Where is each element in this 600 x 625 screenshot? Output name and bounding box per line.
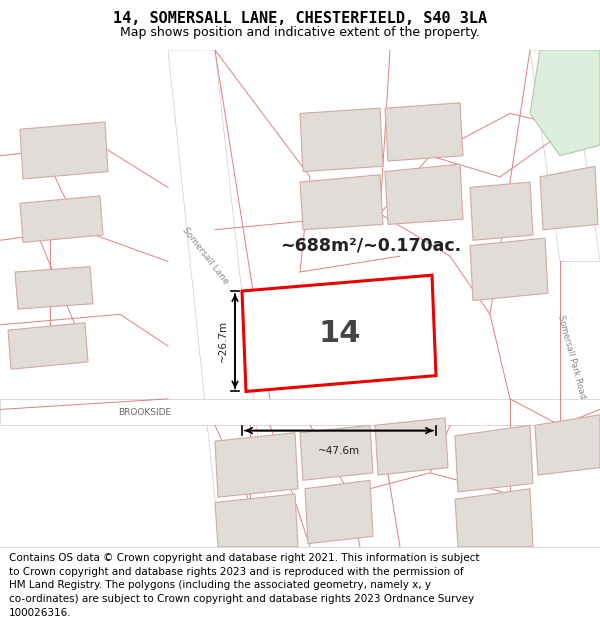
Polygon shape	[15, 267, 93, 309]
Polygon shape	[20, 122, 108, 179]
Polygon shape	[455, 489, 533, 547]
Text: 14: 14	[319, 319, 361, 348]
Text: Somersall Lane: Somersall Lane	[180, 226, 230, 286]
Polygon shape	[300, 425, 373, 480]
Polygon shape	[8, 322, 88, 369]
Polygon shape	[305, 480, 373, 544]
Polygon shape	[385, 164, 463, 224]
Polygon shape	[300, 108, 383, 172]
Polygon shape	[215, 494, 298, 547]
Polygon shape	[455, 425, 533, 492]
Text: Somersall Park Road: Somersall Park Road	[557, 314, 587, 399]
Polygon shape	[385, 103, 463, 161]
Polygon shape	[168, 50, 270, 547]
Polygon shape	[215, 432, 298, 498]
Polygon shape	[242, 275, 436, 391]
Text: 14, SOMERSALL LANE, CHESTERFIELD, S40 3LA: 14, SOMERSALL LANE, CHESTERFIELD, S40 3L…	[113, 11, 487, 26]
Text: ~26.7m: ~26.7m	[218, 319, 228, 362]
Polygon shape	[300, 175, 383, 230]
Polygon shape	[535, 415, 600, 475]
Polygon shape	[530, 50, 600, 261]
Polygon shape	[20, 196, 103, 242]
Text: Map shows position and indicative extent of the property.: Map shows position and indicative extent…	[120, 26, 480, 39]
Polygon shape	[0, 399, 600, 425]
Text: ~688m²/~0.170ac.: ~688m²/~0.170ac.	[280, 237, 461, 254]
Text: Contains OS data © Crown copyright and database right 2021. This information is : Contains OS data © Crown copyright and d…	[9, 553, 479, 618]
Polygon shape	[470, 238, 548, 301]
Polygon shape	[540, 166, 598, 230]
Polygon shape	[375, 418, 448, 475]
Text: ~47.6m: ~47.6m	[318, 446, 360, 456]
Polygon shape	[470, 182, 533, 240]
Polygon shape	[530, 50, 600, 156]
Text: BROOKSIDE: BROOKSIDE	[118, 408, 172, 417]
